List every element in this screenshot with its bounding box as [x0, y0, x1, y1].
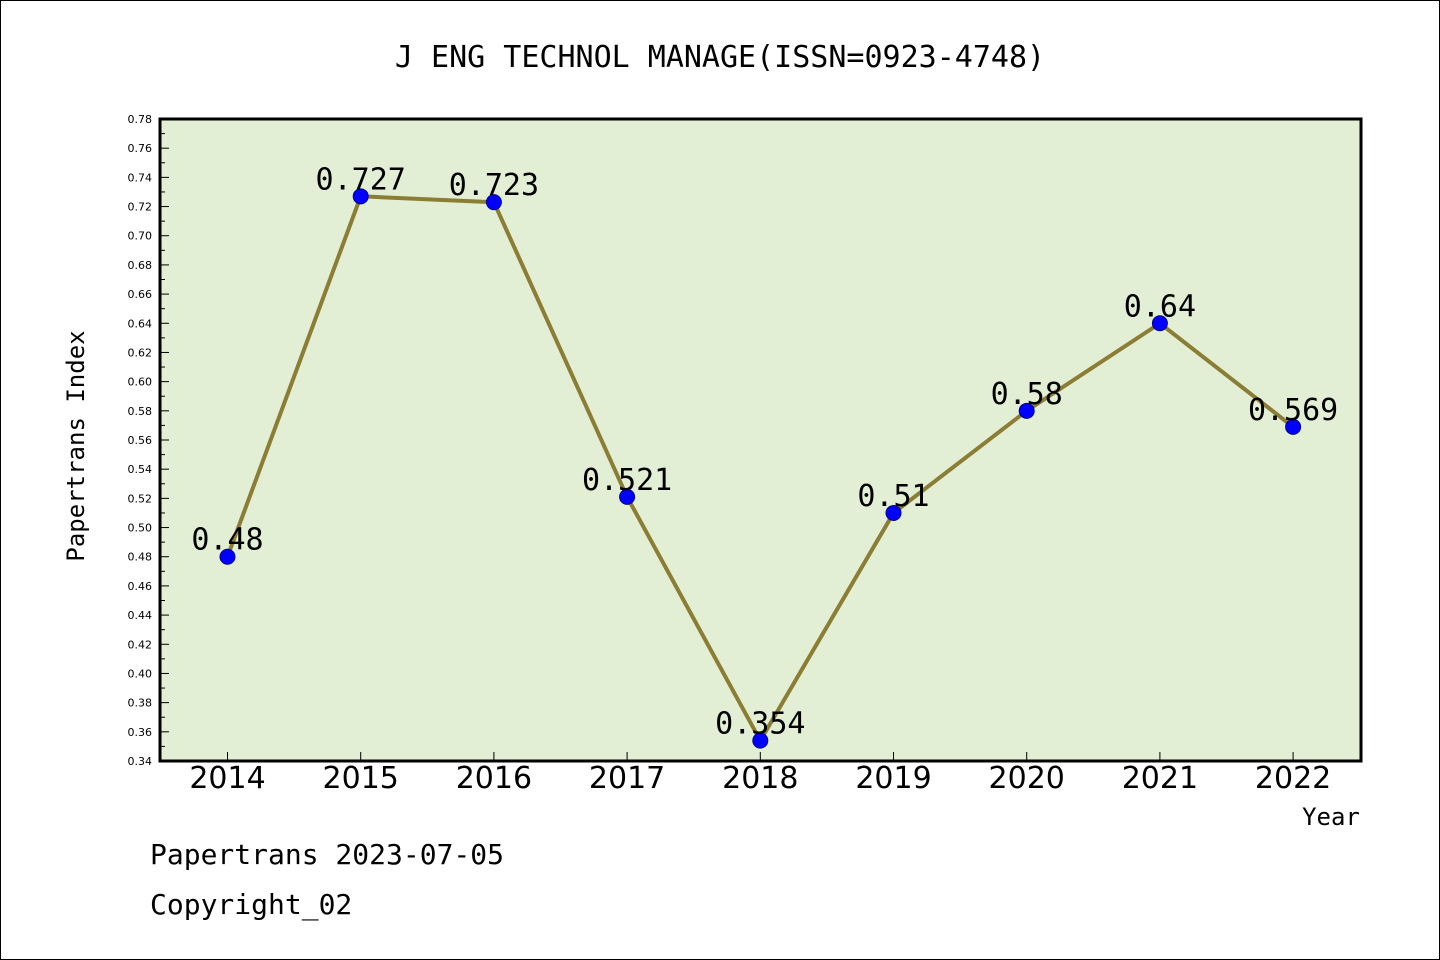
data-point [352, 188, 369, 205]
x-tick-label: 2021 [1122, 761, 1198, 796]
y-tick-label: 0.50 [128, 522, 153, 535]
footer-copyright: Copyright_02 [150, 888, 352, 922]
y-tick-label: 0.56 [128, 434, 153, 447]
data-label: 0.354 [715, 707, 805, 742]
x-tick-label: 2018 [722, 761, 798, 796]
y-axis-label: Papertrans Index [62, 330, 90, 561]
data-label: 0.723 [449, 168, 539, 203]
y-tick-label: 0.66 [128, 288, 153, 301]
y-tick-label: 0.42 [128, 638, 153, 651]
x-tick-label: 2020 [989, 761, 1065, 796]
data-point [619, 488, 636, 505]
y-tick-label: 0.68 [128, 259, 153, 272]
data-label: 0.51 [857, 479, 929, 514]
x-tick-label: 2019 [855, 761, 931, 796]
data-label: 0.64 [1124, 289, 1196, 324]
y-tick-label: 0.58 [128, 405, 153, 418]
y-tick-label: 0.74 [128, 171, 153, 184]
y-tick-label: 0.62 [128, 346, 153, 359]
y-tick-label: 0.60 [128, 376, 153, 389]
plot-area [158, 117, 1363, 763]
data-label: 0.727 [316, 162, 406, 197]
y-tick-label: 0.48 [128, 551, 153, 564]
x-axis-label: Year [1302, 803, 1360, 831]
x-tick-label: 2015 [323, 761, 399, 796]
data-point [1285, 418, 1302, 435]
y-tick-label: 0.64 [128, 317, 153, 330]
y-tick-label: 0.78 [128, 113, 153, 126]
series-group: 0.48 0.727 0.723 0.521 0.354 0.51 0.58 0.64 0.56… [191, 162, 1338, 749]
y-tick-label: 0.34 [128, 755, 153, 768]
x-tick-label: 2014 [189, 761, 265, 796]
footer-date: Papertrans 2023-07-05 [150, 838, 504, 871]
data-label: 0.58 [991, 377, 1063, 412]
x-tick-label: 2017 [589, 761, 665, 796]
data-point [1018, 402, 1035, 419]
x-axis: 2014 2015 2016 2017 2018 2019 2020 2021 2022 [189, 752, 1331, 796]
y-tick-label: 0.40 [128, 667, 153, 680]
y-axis: 0.34 0.36 0.38 0.40 0.42 0.44 0.46 0.48 0.50 0.52… [128, 113, 169, 768]
y-tick-label: 0.70 [128, 230, 153, 243]
x-tick-label: 2022 [1255, 761, 1331, 796]
y-tick-label: 0.38 [128, 697, 153, 710]
chart-title: J ENG TECHNOL MANAGE(ISSN=0923-4748) [395, 40, 1045, 75]
data-point [752, 732, 769, 749]
data-label: 0.569 [1248, 393, 1338, 428]
y-tick-label: 0.44 [128, 609, 153, 622]
data-point [485, 194, 502, 211]
data-point [1151, 315, 1168, 332]
y-tick-label: 0.72 [128, 201, 153, 214]
data-point [219, 548, 236, 565]
y-tick-label: 0.52 [128, 492, 153, 505]
y-tick-label: 0.76 [128, 142, 153, 155]
x-tick-label: 2016 [456, 761, 532, 796]
data-label: 0.521 [582, 463, 672, 498]
y-tick-label: 0.46 [128, 580, 153, 593]
data-point [885, 504, 902, 521]
y-tick-label: 0.54 [128, 463, 153, 476]
data-label: 0.48 [191, 523, 263, 558]
y-tick-label: 0.36 [128, 726, 153, 739]
